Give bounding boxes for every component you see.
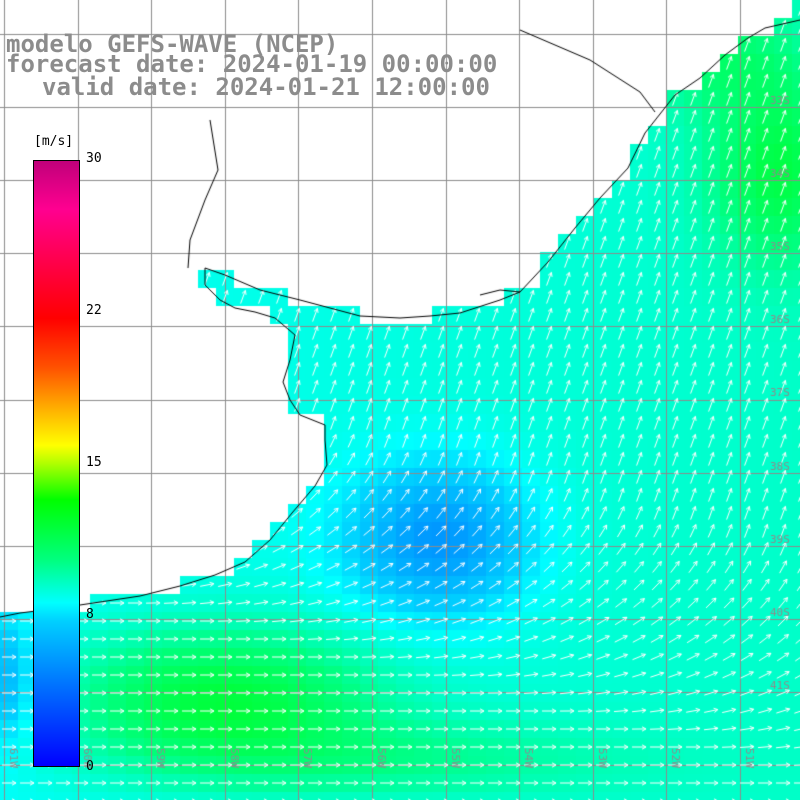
colorbar-tick-8: 8	[86, 607, 94, 622]
colorbar-unit-label: [m/s]	[34, 134, 74, 149]
model-title: modelo GEFS-WAVE (NCEP)	[6, 30, 339, 58]
colorbar	[33, 160, 80, 767]
colorbar-tick-22: 22	[86, 303, 102, 318]
valid-date-title: valid date: 2024-01-21 12:00:00	[42, 73, 490, 101]
colorbar-tick-15: 15	[86, 455, 102, 470]
forecast-date-title: forecast date: 2024-01-19 00:00:00	[6, 50, 498, 78]
colorbar-tick-30: 30	[86, 151, 102, 166]
colorbar-tick-0: 0	[86, 759, 94, 774]
